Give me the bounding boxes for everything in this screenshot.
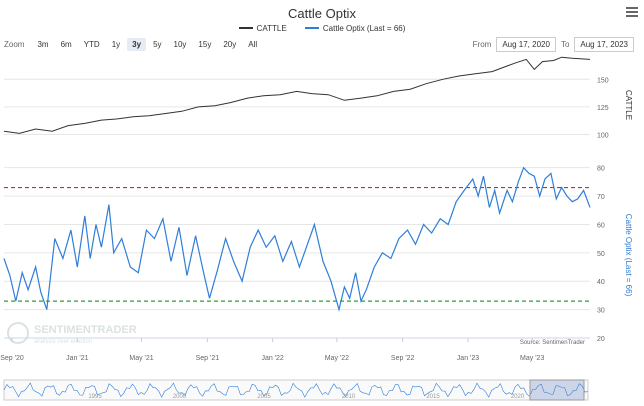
bottom-ytick-label: 70 (597, 194, 605, 201)
zoom-label: Zoom (4, 40, 25, 49)
zoom-10y-button[interactable]: 10y (173, 40, 187, 49)
zoom-20y-button[interactable]: 20y (223, 40, 237, 49)
legend-item-optix[interactable]: Cattle Optix (Last = 66) (304, 23, 406, 33)
zoom-3m-button[interactable]: 3m (37, 40, 49, 49)
bottom-ytick-label: 80 (597, 166, 605, 173)
series-line-optix (3, 166, 591, 312)
legend: CATTLE Cattle Optix (Last = 66) (0, 22, 644, 33)
source-credit: Source: SentimenTrader (520, 340, 585, 346)
menu-bar (626, 11, 638, 13)
navigator-year-label: 2020 (511, 394, 525, 400)
xtick-label: Sep '20 (0, 355, 24, 362)
xtick-label: Jan '22 (261, 355, 283, 362)
menu-bar (626, 7, 638, 9)
xtick-label: May '21 (129, 355, 153, 362)
legend-swatch-cattle (238, 27, 253, 29)
hamburger-menu-icon[interactable] (626, 5, 638, 19)
zoom-6m-button[interactable]: 6m (60, 40, 72, 49)
top-ytick-label: 125 (597, 105, 609, 112)
bottom-ylabel: Cattle Optix (Last = 66) (624, 214, 633, 297)
zoom-5y-button[interactable]: 5y (153, 40, 162, 49)
xtick-label: Jan '23 (457, 355, 479, 362)
top-ytick-label: 100 (597, 132, 609, 139)
navigator-year-label: 2005 (257, 394, 271, 400)
xtick-label: Jan '21 (66, 355, 88, 362)
xtick-label: May '23 (520, 355, 544, 362)
watermark-logo-icon (7, 322, 29, 344)
legend-label-cattle: CATTLE (256, 23, 287, 33)
watermark: SENTIMENTRADER analysis over emotion (7, 322, 137, 345)
watermark-tagline: analysis over emotion (34, 339, 92, 345)
navigator-year-label: 2010 (342, 394, 356, 400)
zoom-15y-button[interactable]: 15y (198, 40, 212, 49)
zoom-3y-button[interactable]: 3y (127, 38, 147, 51)
xtick-label: May '22 (325, 355, 349, 362)
zoom-all-button[interactable]: All (248, 40, 258, 49)
legend-label-optix: Cattle Optix (Last = 66) (322, 23, 406, 33)
zoom-ytd-button[interactable]: YTD (83, 40, 100, 49)
zoom-bar: Zoom 3m 6m YTD 1y 3y 5y 10y 15y 20y All (4, 38, 262, 51)
legend-item-cattle[interactable]: CATTLE (238, 23, 287, 33)
bottom-ytick-label: 50 (597, 251, 605, 258)
navigator-year-label: 1995 (88, 394, 102, 400)
chart-title: Cattle Optix (288, 6, 356, 21)
bottom-ytick-label: 40 (597, 279, 605, 286)
navigator[interactable]: 1995 2000 2005 2010 2015 2020 (3, 379, 589, 401)
zoom-1y-button[interactable]: 1y (111, 40, 121, 49)
navigator-selection (529, 379, 585, 401)
legend-swatch-optix (304, 27, 319, 29)
bottom-ytick-label: 60 (597, 222, 605, 229)
xtick-label: Sep '21 (196, 355, 220, 362)
top-ylabel: CATTLE (624, 90, 633, 120)
to-date-input[interactable]: Aug 17, 2023 (574, 37, 634, 52)
xtick-label: Sep '22 (391, 355, 415, 362)
navigator-series (3, 382, 589, 398)
bottom-ytick-label: 30 (597, 308, 605, 315)
watermark-name: SENTIMENTRADER (34, 324, 137, 336)
series-line-cattle (3, 56, 591, 134)
from-date-input[interactable]: Aug 17, 2020 (496, 37, 556, 52)
navigator-year-label: 2015 (426, 394, 440, 400)
top-ytick-label: 150 (597, 77, 609, 84)
from-label: From (472, 40, 492, 49)
navigator-year-label: 2000 (173, 394, 187, 400)
menu-bar (626, 15, 638, 17)
bottom-ytick-label: 20 (597, 336, 605, 343)
to-label: To (560, 40, 570, 49)
date-range: From Aug 17, 2020 To Aug 17, 2023 (473, 37, 634, 52)
